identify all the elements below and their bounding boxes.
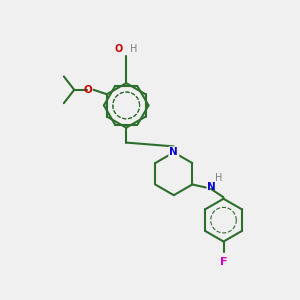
Text: O: O: [83, 85, 92, 95]
Text: H: H: [130, 44, 137, 54]
Text: H: H: [215, 173, 223, 183]
Text: F: F: [220, 257, 227, 267]
Text: N: N: [207, 182, 216, 193]
Text: O: O: [114, 44, 123, 54]
Text: N: N: [169, 147, 178, 158]
